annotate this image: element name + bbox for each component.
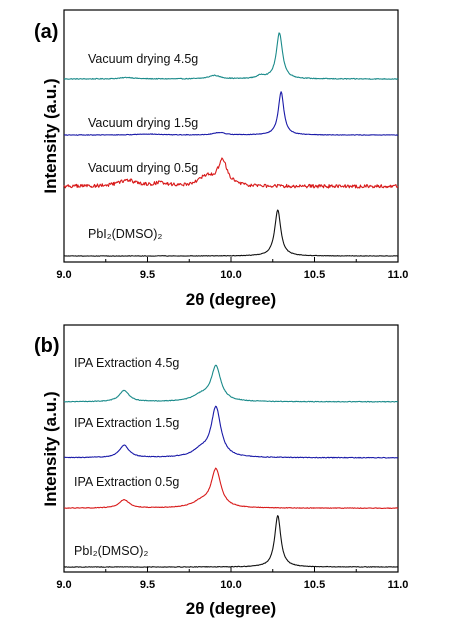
x-tick-label: 10.0 xyxy=(220,579,241,591)
series-label-2: IPA Extraction 1.5g xyxy=(74,416,179,430)
x-tick-label: 11.0 xyxy=(388,579,409,591)
series-line-2 xyxy=(63,91,399,136)
series-label-4: PbI₂(DMSO)₂ xyxy=(88,227,162,241)
x-tick-label: 9.5 xyxy=(140,579,155,591)
series-line-1 xyxy=(63,32,399,80)
panel-b-label: (b) xyxy=(34,335,60,357)
panel-a-y-axis-title: Intensity (a.u.) xyxy=(41,78,60,193)
series-line-1 xyxy=(63,364,399,403)
x-tick-label: 9.5 xyxy=(140,269,155,281)
panel-a-x-axis-title: 2θ (degree) xyxy=(186,290,276,309)
series-line-4 xyxy=(63,515,399,568)
series-label-1: Vacuum drying 4.5g xyxy=(88,52,198,66)
panel-b-x-ticks: 9.0 9.5 10.0 10.5 11.0 xyxy=(56,567,408,591)
series-label-2: Vacuum drying 1.5g xyxy=(88,116,198,130)
panel-a-series: Vacuum drying 4.5g Vacuum drying 1.5g Vacu… xyxy=(63,32,399,257)
series-line-3 xyxy=(63,467,399,510)
x-tick-label: 10.5 xyxy=(304,269,325,281)
series-label-3: IPA Extraction 0.5g xyxy=(74,475,179,489)
x-tick-label: 10.0 xyxy=(220,269,241,281)
panel-b-x-axis-title: 2θ (degree) xyxy=(186,599,276,618)
x-tick-label: 9.0 xyxy=(56,269,71,281)
panel-a-plot-frame xyxy=(63,9,399,263)
x-tick-label: 11.0 xyxy=(388,269,409,281)
series-label-1: IPA Extraction 4.5g xyxy=(74,356,179,370)
series-line-2 xyxy=(63,405,399,459)
panel-b-series: IPA Extraction 4.5g IPA Extraction 1.5g IP… xyxy=(63,356,399,568)
panel-b-y-axis-title: Intensity (a.u.) xyxy=(41,391,60,506)
panel-a-label: (a) xyxy=(34,21,58,43)
series-label-4: PbI₂(DMSO)₂ xyxy=(74,544,148,558)
panel-b: (b) IPA Extraction 4.5g IPA Extraction 1.… xyxy=(34,324,408,618)
series-line-4 xyxy=(63,209,399,257)
panel-a: (a) Vacuum drying 4.5g Vacuum drying 1.5g… xyxy=(34,9,408,309)
panel-a-x-ticks: 9.0 9.5 10.0 10.5 11.0 xyxy=(56,257,408,281)
x-tick-label: 10.5 xyxy=(304,579,325,591)
series-label-3: Vacuum drying 0.5g xyxy=(88,161,198,175)
x-tick-label: 9.0 xyxy=(56,579,71,591)
series-line-3 xyxy=(63,157,399,189)
